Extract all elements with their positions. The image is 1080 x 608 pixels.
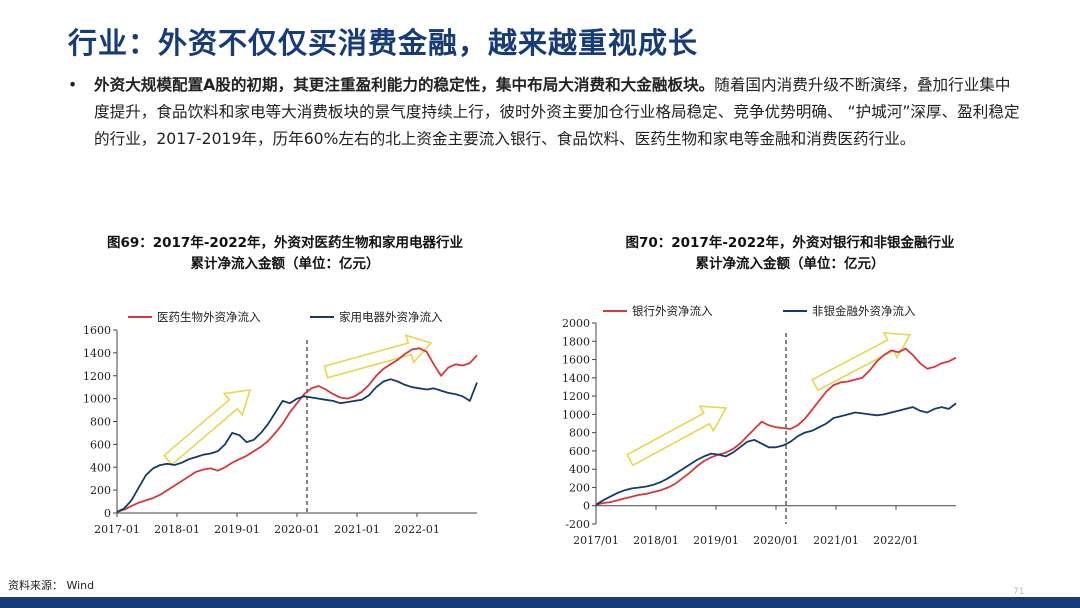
- right-series-line-1: [595, 347, 957, 506]
- left-y-tick-label: 200: [90, 484, 111, 497]
- left-legend-label-2: 家用电器外资净流入: [339, 310, 443, 324]
- right-trend-arrow-2: [811, 331, 912, 392]
- left-y-tick-label: 1600: [83, 324, 111, 337]
- bullet-rest-text: 随着国内消费升级不断演绎，叠加行业集中度提升，食品饮料和家电等大消费板块的景气度…: [94, 76, 1020, 148]
- page-title: 行业：外资不仅仅买消费金融，越来越重视成长: [68, 26, 699, 60]
- left-series-line-1: [116, 347, 478, 513]
- right-y-tick-label: 800: [569, 427, 590, 440]
- chart-left-title: 图69：2017年-2022年，外资对医药生物和家用电器行业 累计净流入金额（单…: [60, 233, 510, 275]
- right-legend-label-2: 非银金融外资净流入: [812, 304, 916, 318]
- chart-left-title-line1: 图69：2017年-2022年，外资对医药生物和家用电器行业: [106, 235, 464, 251]
- chart-right-title-line2: 累计净流入金额（单位：亿元）: [695, 256, 885, 272]
- left-series-line-2: [116, 378, 478, 513]
- bullet-bold-text: 外资大规模配置A股的初期，其更注重盈利能力的稳定性，集中布局大消费和大金融板块。: [94, 76, 715, 94]
- right-trend-arrow-1: [626, 405, 728, 467]
- left-legend-label-1: 医药生物外资净流入: [157, 310, 261, 324]
- right-y-tick-label: 1600: [562, 354, 590, 367]
- right-legend-label-1: 银行外资净流入: [632, 304, 713, 318]
- left-y-tick-label: 0: [104, 507, 111, 520]
- left-y-tick-label: 1000: [83, 393, 111, 406]
- left-y-tick-label: 1400: [83, 347, 111, 360]
- bullet-dot: •: [68, 76, 78, 94]
- left-y-tick-label: 800: [90, 416, 111, 429]
- right-x-tick-label: 2019/01: [693, 534, 739, 547]
- right-x-tick-label: 2020/01: [753, 534, 799, 547]
- right-y-tick-label: 1000: [562, 408, 590, 421]
- right-y-tick-label: 1200: [562, 390, 590, 403]
- right-y-tick-label: 2000: [562, 317, 590, 330]
- left-x-tick-label: 2021-01: [334, 523, 380, 536]
- right-y-tick-label: 400: [569, 463, 590, 476]
- left-y-tick-label: 400: [90, 461, 111, 474]
- chart-right-title: 图70：2017年-2022年，外资对银行和非银金融行业 累计净流入金额（单位：…: [565, 233, 1015, 275]
- bottom-bar: [0, 597, 1080, 608]
- chart-left-title-line2: 累计净流入金额（单位：亿元）: [190, 256, 380, 272]
- left-x-tick-label: 2017-01: [94, 523, 140, 536]
- right-y-tick-label: 200: [569, 481, 590, 494]
- page-number: 71: [1013, 587, 1025, 597]
- bullet-text: 外资大规模配置A股的初期，其更注重盈利能力的稳定性，集中布局大消费和大金融板块。…: [70, 72, 1020, 153]
- left-x-tick-label: 2019-01: [214, 523, 260, 536]
- bullet-paragraph: • 外资大规模配置A股的初期，其更注重盈利能力的稳定性，集中布局大消费和大金融板…: [68, 72, 1020, 153]
- right-y-tick-label: -200: [565, 518, 590, 531]
- right-y-tick-label: 600: [569, 445, 590, 458]
- right-x-tick-label: 2017/01: [573, 534, 619, 547]
- left-trend-arrow-1: [162, 389, 252, 466]
- source-note: 资料来源： Wind: [8, 579, 95, 592]
- left-y-tick-label: 600: [90, 438, 111, 451]
- right-y-tick-label: 0: [583, 500, 590, 513]
- right-x-tick-label: 2022/01: [873, 534, 919, 547]
- left-y-tick-label: 1200: [83, 370, 111, 383]
- chart-right-title-line1: 图70：2017年-2022年，外资对银行和非银金融行业: [625, 235, 955, 251]
- left-x-tick-label: 2022-01: [394, 523, 440, 536]
- right-y-tick-label: 1400: [562, 372, 590, 385]
- right-x-tick-label: 2018/01: [633, 534, 679, 547]
- left-x-tick-label: 2018-01: [154, 523, 200, 536]
- right-x-tick-label: 2021/01: [813, 534, 859, 547]
- left-x-tick-label: 2020-01: [274, 523, 320, 536]
- right-series-line-2: [595, 402, 957, 506]
- left-trend-arrow-2: [323, 334, 433, 379]
- right-y-tick-label: 1800: [562, 335, 590, 348]
